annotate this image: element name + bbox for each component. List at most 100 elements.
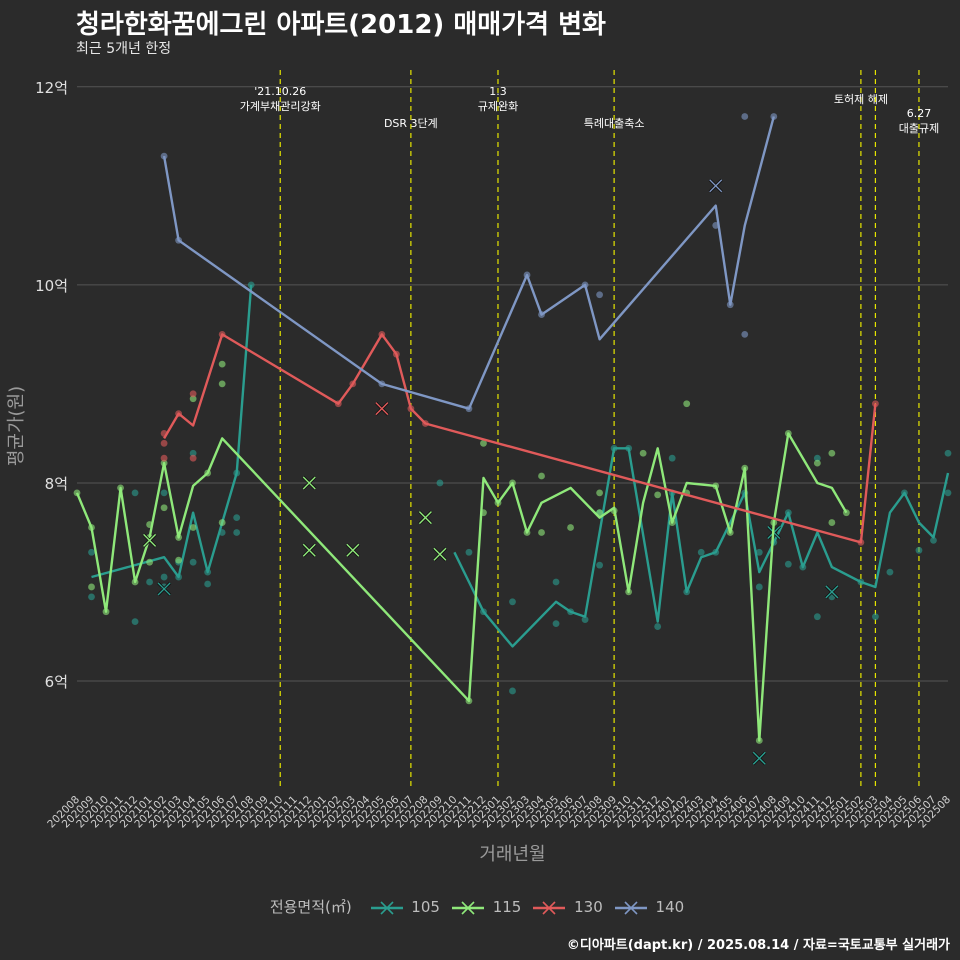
legend-item-label: 130 [574, 898, 603, 917]
cancel-mark-115 [143, 533, 157, 547]
data-point-130 [189, 390, 197, 398]
data-point-130 [160, 454, 168, 462]
data-point-105 [872, 613, 879, 621]
data-point-105 [233, 529, 241, 536]
chart-title: 청라한화꿈에그린 아파트(2012) 매매가격 변화 [76, 10, 606, 40]
data-point-115 [567, 524, 574, 531]
data-point-105 [755, 583, 763, 591]
data-point-105 [233, 514, 241, 522]
data-point-115 [596, 489, 603, 497]
y-tick-label: 6억 [45, 673, 68, 691]
data-point-105 [189, 449, 197, 457]
data-point-105 [509, 687, 516, 695]
data-point-130 [160, 439, 168, 447]
data-point-105 [915, 546, 923, 554]
data-point-115 [218, 380, 226, 388]
event-label: 특례대출축소 [584, 117, 645, 130]
data-point-105 [944, 489, 952, 497]
source-caption: ©디아파트(dapt.kr) / 2025.08.14 / 자료=국토교통부 실… [566, 938, 950, 953]
cancel-mark-115 [346, 543, 360, 557]
data-point-115 [813, 459, 821, 467]
data-point-115 [538, 529, 545, 536]
data-point-140 [741, 330, 749, 338]
data-point-105 [160, 573, 168, 581]
data-point-140 [596, 291, 603, 299]
event-label: 1.3 [489, 85, 507, 98]
data-point-105 [131, 489, 139, 497]
data-point-105 [131, 618, 139, 626]
cancel-mark-105 [752, 751, 766, 765]
data-point-115 [828, 449, 836, 457]
cancel-mark-130 [375, 402, 389, 416]
event-label: 토허제 해제 [834, 92, 888, 106]
data-point-140 [160, 152, 168, 160]
x-axis-title: 거래년월 [479, 844, 545, 865]
data-point-130 [189, 454, 197, 462]
legend-item-140: 140 [614, 898, 685, 917]
event-label: 대출규제 [899, 122, 939, 135]
legend-item-105: 105 [370, 898, 440, 917]
data-point-115 [683, 400, 691, 408]
series-line-105 [91, 284, 950, 648]
data-point-105 [465, 548, 473, 556]
data-point-105 [784, 560, 792, 568]
data-point-115 [654, 491, 662, 499]
event-label: DSR 3단계 [384, 117, 438, 130]
chart-subtitle: 최근 5개년 한정 [76, 41, 172, 57]
cancel-mark-115 [302, 476, 316, 490]
event-label: 가계부채관리강화 [240, 100, 321, 113]
y-tick-label: 8억 [45, 475, 68, 493]
cancel-mark-105 [157, 582, 171, 596]
data-point-115 [189, 524, 197, 531]
data-point-105 [509, 598, 516, 606]
data-point-105 [813, 454, 821, 462]
data-point-105 [436, 479, 444, 487]
series-line-115 [75, 432, 848, 742]
data-point-105 [204, 580, 212, 588]
data-point-115 [218, 360, 226, 368]
y-tick-label: 10억 [35, 277, 68, 295]
legend-item-115: 115 [451, 898, 521, 917]
data-point-105 [755, 548, 763, 556]
legend-key-icon [451, 901, 484, 915]
data-point-105 [146, 578, 153, 586]
data-point-105 [668, 454, 676, 462]
series-line-130 [163, 333, 877, 544]
event-label: 규제완화 [478, 100, 518, 113]
data-point-115 [189, 395, 197, 403]
data-point-105 [189, 558, 197, 566]
legend-item-label: 140 [655, 898, 685, 917]
data-point-115 [480, 439, 487, 447]
data-point-115 [175, 556, 183, 564]
data-point-115 [639, 449, 647, 457]
legend-key-icon [370, 901, 403, 915]
data-point-105 [160, 489, 168, 497]
data-point-105 [930, 537, 937, 544]
data-point-115 [538, 472, 545, 480]
y-tick-label: 12억 [35, 79, 68, 97]
series-line-140 [162, 116, 775, 410]
event-label: 6.27 [907, 107, 932, 120]
legend-key-icon [614, 901, 647, 915]
data-point-115 [160, 504, 168, 512]
legend: 전용면적(㎡) 105 115 130 140 [0, 896, 960, 917]
data-point-115 [828, 519, 836, 526]
legend-key-icon [533, 901, 566, 915]
event-label: '21.10.26 [254, 85, 306, 98]
data-point-105 [552, 578, 560, 586]
data-point-115 [146, 558, 153, 566]
cancel-mark-115 [302, 543, 316, 557]
data-point-105 [813, 613, 821, 621]
legend-item-130: 130 [533, 898, 603, 917]
cancel-mark-140 [709, 179, 723, 193]
data-point-140 [770, 113, 778, 120]
data-point-115 [88, 583, 95, 591]
legend-title: 전용면적(㎡) [269, 898, 352, 916]
cancel-mark-105 [825, 585, 839, 599]
cancel-mark-115 [418, 511, 432, 525]
data-point-105 [944, 449, 952, 457]
data-point-140 [741, 113, 749, 120]
cancel-mark-115 [433, 547, 447, 561]
data-point-105 [596, 561, 603, 569]
